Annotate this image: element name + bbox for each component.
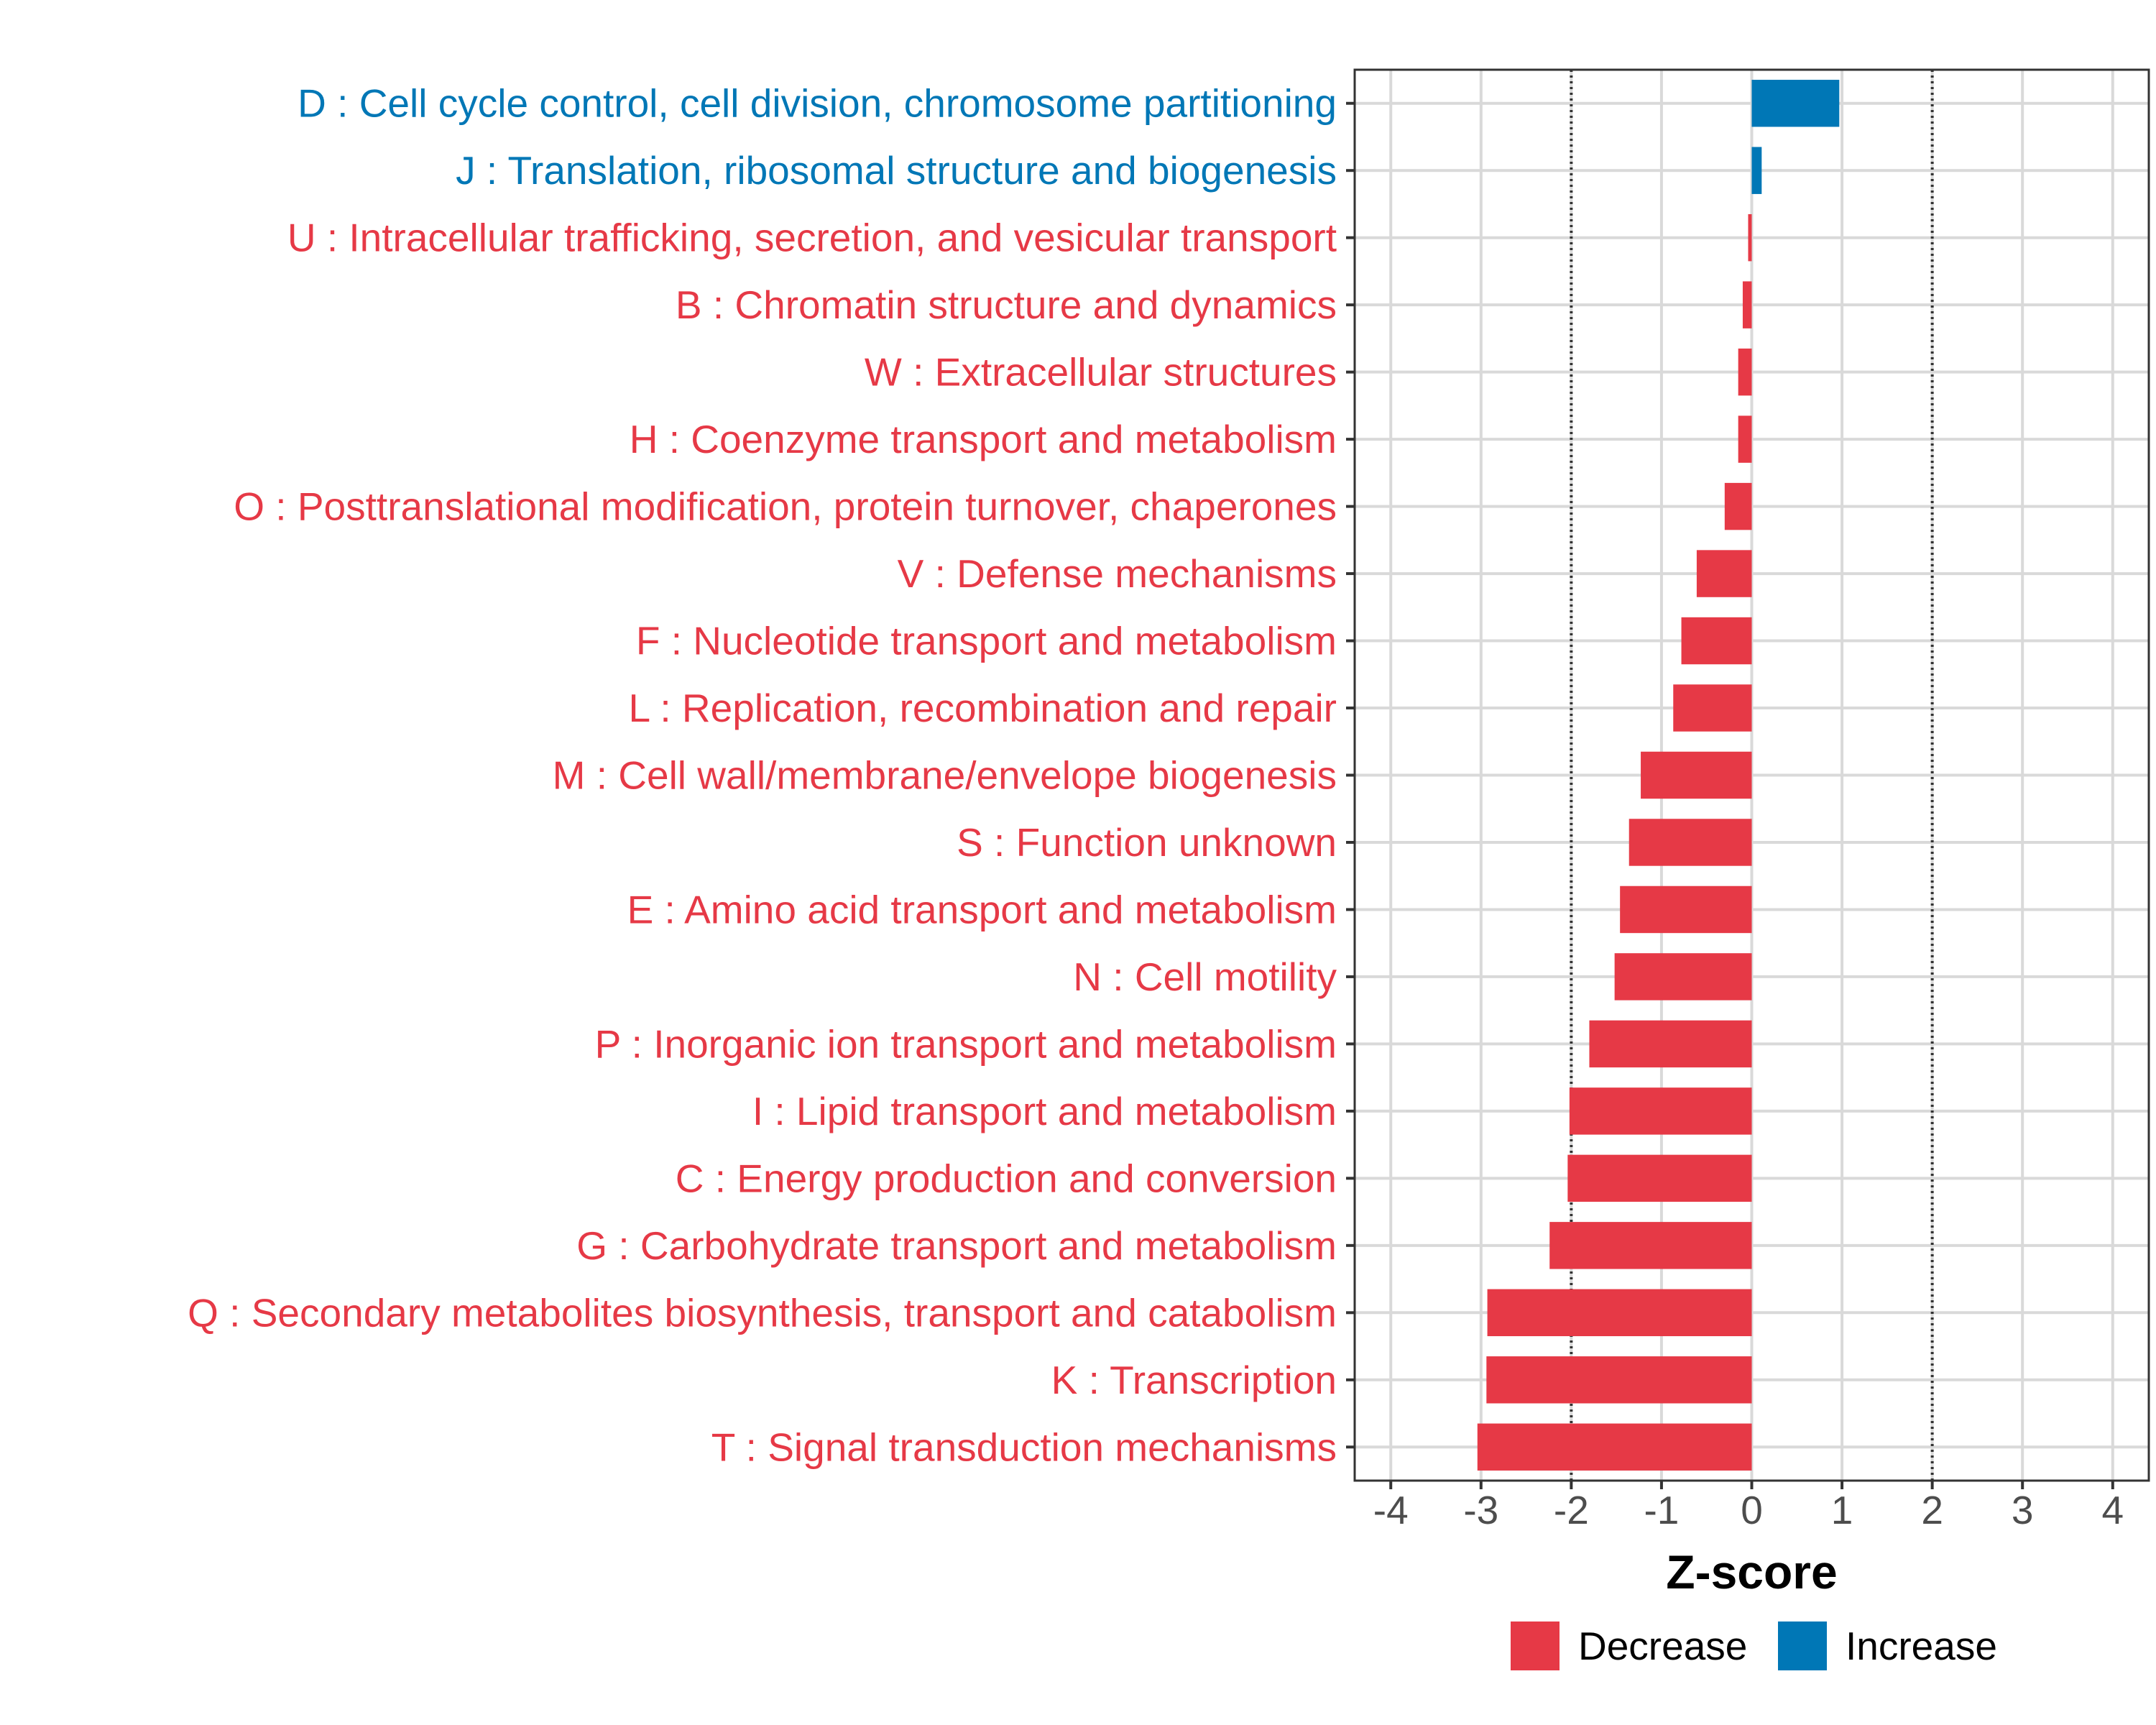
category-label: D : Cell cycle control, cell division, c… xyxy=(298,81,1337,126)
category-label: H : Coenzyme transport and metabolism xyxy=(630,417,1337,461)
legend-label-decrease: Decrease xyxy=(1578,1624,1747,1668)
bar-decrease xyxy=(1549,1222,1752,1269)
category-label: I : Lipid transport and metabolism xyxy=(752,1089,1337,1133)
x-tick-label: -1 xyxy=(1644,1488,1679,1532)
legend-swatch-decrease xyxy=(1511,1622,1560,1670)
category-label: B : Chromatin structure and dynamics xyxy=(676,282,1337,327)
legend: Decrease Increase xyxy=(1511,1622,1997,1670)
category-label: T : Signal transduction mechanisms xyxy=(711,1425,1337,1469)
category-label: W : Extracellular structures xyxy=(865,350,1337,395)
category-label: C : Energy production and conversion xyxy=(676,1156,1337,1200)
bar-decrease xyxy=(1681,617,1752,665)
bar-decrease xyxy=(1742,281,1752,328)
bar-decrease xyxy=(1628,819,1752,866)
category-label: E : Amino acid transport and metabolism xyxy=(627,887,1337,932)
category-label: K : Transcription xyxy=(1051,1358,1337,1402)
bar-decrease xyxy=(1641,751,1752,799)
category-label: U : Intracellular trafficking, secretion… xyxy=(287,216,1337,260)
bar-decrease xyxy=(1738,348,1752,396)
bar-decrease xyxy=(1477,1423,1752,1471)
x-tick-label: 4 xyxy=(2101,1488,2124,1532)
x-tick-label: -4 xyxy=(1373,1488,1409,1532)
bar-increase xyxy=(1751,80,1840,127)
legend-swatch-increase xyxy=(1778,1622,1827,1670)
category-label: N : Cell motility xyxy=(1073,954,1337,999)
y-axis-ticks xyxy=(1346,101,1355,1449)
bar-decrease xyxy=(1724,482,1752,530)
bar-decrease xyxy=(1569,1087,1752,1135)
bar-decrease xyxy=(1620,886,1752,934)
category-label: S : Function unknown xyxy=(957,820,1337,865)
category-label: L : Replication, recombination and repai… xyxy=(629,686,1337,730)
bar-decrease xyxy=(1673,684,1752,732)
bar-increase xyxy=(1751,147,1762,194)
bars xyxy=(1477,80,1840,1471)
x-tick-label: 1 xyxy=(1831,1488,1853,1532)
category-label: V : Defense mechanisms xyxy=(898,551,1337,596)
category-label: O : Posttranslational modification, prot… xyxy=(234,484,1337,529)
x-tick-label: 0 xyxy=(1741,1488,1763,1532)
bar-decrease xyxy=(1486,1356,1752,1404)
bar-decrease xyxy=(1696,550,1752,597)
category-label: Q : Secondary metabolites biosynthesis, … xyxy=(188,1290,1337,1335)
bar-decrease xyxy=(1487,1289,1752,1337)
bar-decrease xyxy=(1748,213,1752,262)
x-tick-label: 3 xyxy=(2012,1488,2034,1532)
x-tick-label: 2 xyxy=(1921,1488,1943,1532)
category-label: M : Cell wall/membrane/envelope biogenes… xyxy=(553,753,1337,798)
category-label: G : Carbohydrate transport and metabolis… xyxy=(576,1223,1337,1268)
category-label: J : Translation, ribosomal structure and… xyxy=(456,148,1337,193)
x-axis-ticks: -4 -3 -2 -1 0 1 2 3 4 xyxy=(1373,1481,2124,1532)
category-label: F : Nucleotide transport and metabolism xyxy=(636,619,1337,663)
x-tick-label: -2 xyxy=(1554,1488,1589,1532)
y-axis-category-labels: D : Cell cycle control, cell division, c… xyxy=(188,81,1337,1470)
category-label: P : Inorganic ion transport and metaboli… xyxy=(595,1021,1337,1066)
x-tick-label: -3 xyxy=(1463,1488,1498,1532)
bar-decrease xyxy=(1589,1020,1752,1068)
legend-label-increase: Increase xyxy=(1846,1624,1997,1668)
bar-decrease xyxy=(1567,1154,1752,1202)
bar-decrease xyxy=(1738,415,1752,463)
x-axis-title: Z-score xyxy=(1666,1545,1837,1598)
bar-decrease xyxy=(1614,953,1752,1000)
